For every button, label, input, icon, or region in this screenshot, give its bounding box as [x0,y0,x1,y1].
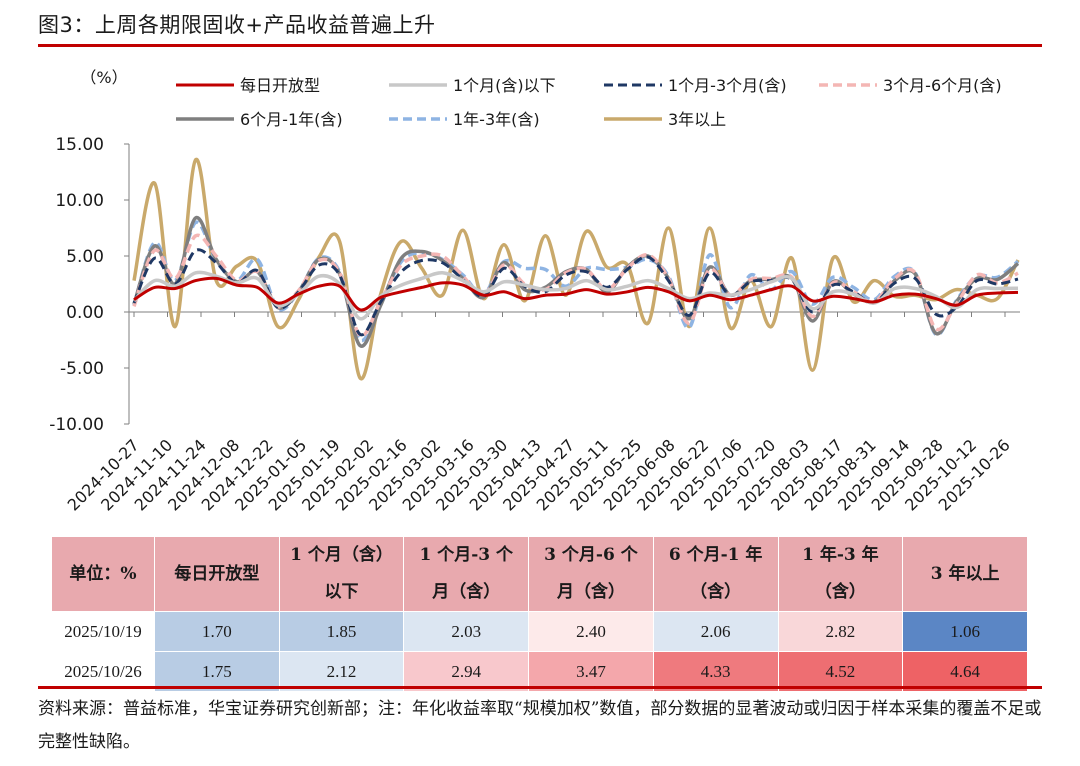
table-cell: 2.12 [279,651,405,691]
legend-label: 3年以上 [668,110,726,129]
table-cell: 2.40 [528,611,654,652]
row-date: 2025/10/26 [52,651,155,691]
series-line [133,276,1019,312]
header-col: 3 年以上 [902,537,1028,612]
table-cell: 2.06 [653,611,779,652]
line-chart: 每日开放型 1个月(含)以下 1个月-3个月(含) 3个月-6个月(含) 6个月-1年(… [49,68,1020,515]
y-tick-label: 0.00 [66,303,104,323]
yield-table: 单位：% 每日开放型 1 个月（含） 以下 1 个月-3 个月（含） 3 个月-6… [52,537,1028,691]
y-tick-label: -10.00 [49,415,104,435]
header-col: 1 个月-3 个月（含） [403,537,530,612]
legend-label: 6个月-1年(含) [240,110,343,129]
legend-label: 1年-3年(含) [453,110,540,129]
header-col: 1 年-3 年（含） [778,537,904,612]
table-cell: 2.82 [778,611,904,652]
table-cell: 4.64 [902,651,1028,691]
source-note: 资料来源：普益标准，华宝证券研究创新部；注：年化收益率取“规模加权”数值，部分数… [38,699,1042,752]
table-cell: 2.03 [403,611,530,652]
table-rule [38,686,1042,689]
header-unit: 单位：% [52,537,155,612]
y-tick-label: 5.00 [66,247,104,267]
header-col: 每日开放型 [154,537,280,612]
series-line [132,216,1020,348]
table-cell: 2.94 [403,651,530,691]
table-cell: 4.33 [653,651,779,691]
title-rule [38,44,1042,47]
y-tick-label: -5.00 [60,359,104,379]
table-cell: 1.75 [154,651,280,691]
header-col: 3 个月-6 个月（含） [528,537,654,612]
table-cell: 4.52 [778,651,904,691]
table-row: 2025/10/26 1.75 2.12 2.94 3.47 4.33 4.52 4.64 [52,651,1028,691]
y-tick-label: 10.00 [55,191,104,211]
row-date: 2025/10/19 [52,611,155,652]
legend-label: 1个月-3个月(含) [668,76,787,95]
header-col: 1 个月（含） 以下 [279,537,405,612]
y-unit-label: （%） [80,68,127,87]
y-tick-label: 15.00 [55,135,104,155]
series-line [132,220,1020,343]
plot-area [132,157,1020,381]
table-cell: 1.06 [902,611,1028,652]
legend-label: 3个月-6个月(含) [883,76,1002,95]
header-col: 6 个月-1 年（含） [653,537,779,612]
table-header-row: 单位：% 每日开放型 1 个月（含） 以下 1 个月-3 个月（含） 3 个月-6… [52,537,1028,612]
table-cell: 1.85 [279,611,405,652]
figure-title: 图3：上周各期限固收+产品收益普遍上升 [38,13,436,37]
table-row: 2025/10/19 1.70 1.85 2.03 2.40 2.06 2.82 1.06 [52,611,1028,652]
legend: 每日开放型 1个月(含)以下 1个月-3个月(含) 3个月-6个月(含) 6个月-1年(… [176,76,1002,129]
legend-label: 1个月(含)以下 [453,76,556,95]
table-cell: 1.70 [154,611,280,652]
legend-label: 每日开放型 [240,76,320,95]
table-cell: 3.47 [528,651,654,691]
